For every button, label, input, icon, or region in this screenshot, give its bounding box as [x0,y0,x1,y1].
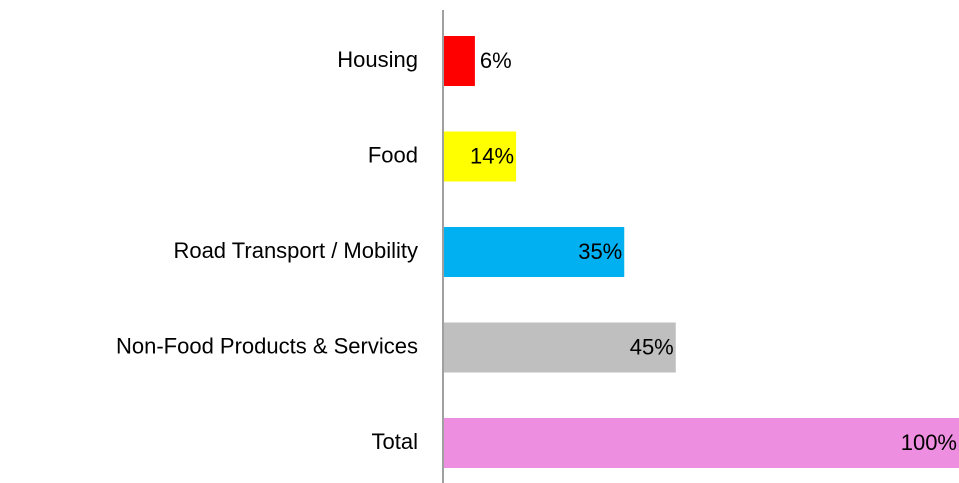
value-label: 14% [470,143,514,168]
category-label: Non-Food Products & Services [116,333,418,358]
value-label: 100% [901,430,957,455]
value-label: 35% [578,239,622,264]
bar [444,322,676,373]
category-label: Road Transport / Mobility [173,238,418,263]
value-label: 45% [630,334,674,359]
bar [444,36,475,86]
category-label: Food [368,142,418,167]
value-label: 6% [480,48,512,73]
bar [444,418,959,468]
category-label: Total [372,429,418,454]
bar [444,131,517,182]
bar [444,227,625,277]
category-label: Housing [337,47,418,72]
